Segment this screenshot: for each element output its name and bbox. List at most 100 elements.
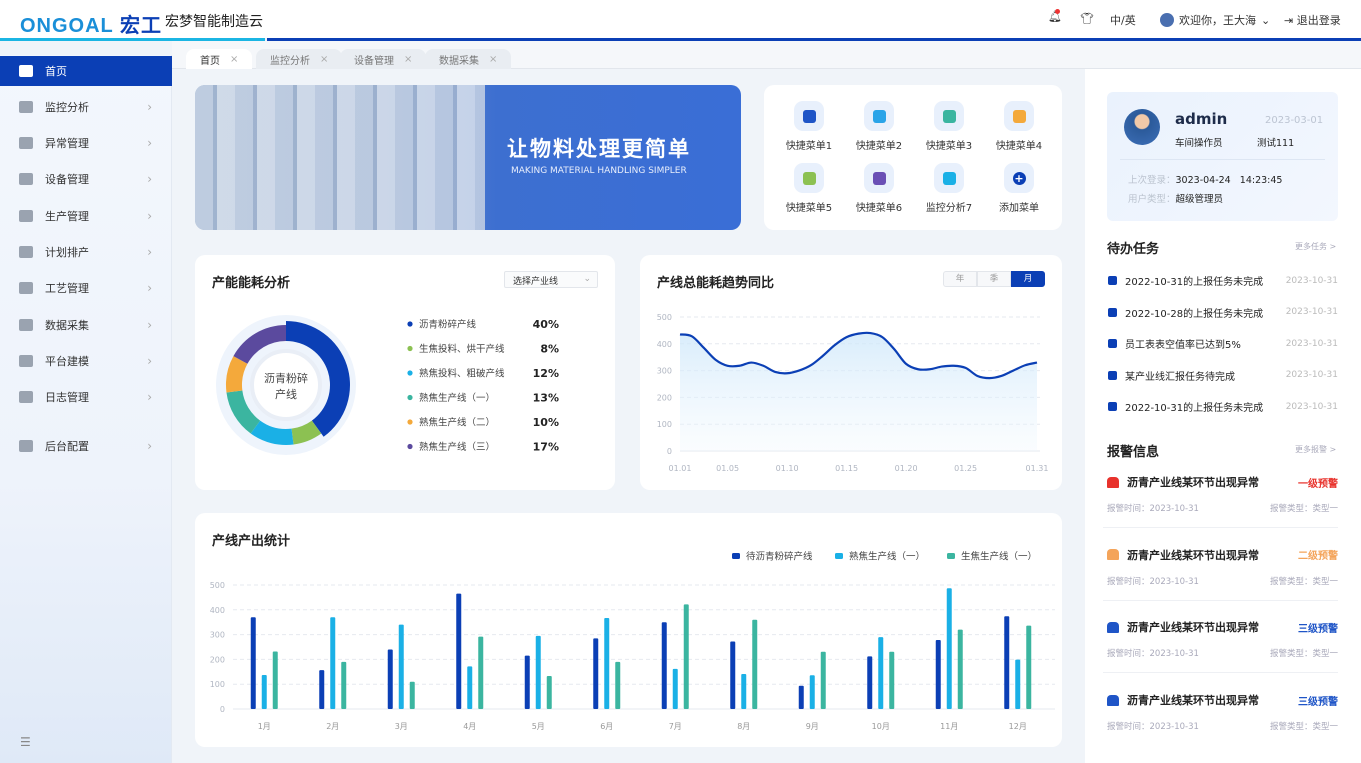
bar[interactable] <box>957 629 963 709</box>
quick-menu-item[interactable]: 快捷菜单5 <box>774 163 844 214</box>
alert-item[interactable]: 沥青产业线某环节出现异常 二级预警 报警时间：2023-10-31 报警类型：类型一 <box>1103 547 1338 601</box>
donut-slice[interactable] <box>291 420 322 445</box>
bar[interactable] <box>456 593 462 709</box>
notification-bell-icon[interactable]: 🔔︎ <box>1048 9 1062 23</box>
bar[interactable] <box>409 681 415 709</box>
quick-menu-item[interactable]: 快捷菜单2 <box>844 101 914 152</box>
bar[interactable] <box>820 651 826 709</box>
donut-slice[interactable] <box>286 321 350 437</box>
task-item[interactable]: 2022-10-28的上报任务未完成 2023-10-31 <box>1108 305 1338 320</box>
bar[interactable] <box>261 675 267 709</box>
sidebar-item-5[interactable]: 计划排产 › <box>0 237 172 267</box>
tab-bar: 首页 × 监控分析 × 设备管理 × 数据采集 × <box>172 41 1361 69</box>
user-type-value: 超级管理员 <box>1175 194 1224 205</box>
bar[interactable] <box>672 668 678 709</box>
bar[interactable] <box>478 636 484 709</box>
period-toggle: 年季月 <box>943 271 1045 287</box>
sidebar-item-2[interactable]: 异常管理 › <box>0 128 172 158</box>
quick-menu-item[interactable]: + 添加菜单 <box>984 163 1054 214</box>
bar[interactable] <box>809 675 815 709</box>
bar[interactable] <box>250 617 256 709</box>
alert-item[interactable]: 沥青产业线某环节出现异常 三级预警 报警时间：2023-10-31 报警类型：类型一 <box>1107 692 1338 732</box>
bar[interactable] <box>604 617 610 709</box>
bar[interactable] <box>398 624 404 709</box>
bar[interactable] <box>752 619 758 709</box>
bar[interactable] <box>319 670 325 709</box>
period-1[interactable]: 季 <box>977 271 1011 287</box>
theme-shirt-icon[interactable]: 👕︎ <box>1080 12 1094 25</box>
bar[interactable] <box>1026 625 1032 709</box>
sidebar-item-7[interactable]: 数据采集 › <box>0 310 172 340</box>
quick-menu-item[interactable]: 快捷菜单3 <box>914 101 984 152</box>
bar[interactable] <box>946 588 952 709</box>
close-icon[interactable]: × <box>404 53 413 65</box>
logout-button[interactable]: ⇥ 退出登录 <box>1284 12 1341 28</box>
production-line-select[interactable]: 选择产业线 ⌄ <box>504 271 598 288</box>
donut-slice[interactable] <box>226 390 261 434</box>
y-tick-label: 0 <box>667 447 672 456</box>
more-alerts-link[interactable]: 更多报警 > <box>1295 445 1337 454</box>
bar[interactable] <box>615 661 621 709</box>
bar[interactable] <box>341 661 347 709</box>
bar[interactable] <box>683 604 689 709</box>
sidebar-item-label: 设备管理 <box>45 173 89 186</box>
sidebar-item-10[interactable]: 后台配置 › <box>0 431 172 461</box>
tab-1[interactable]: 监控分析 × <box>256 49 343 69</box>
donut-slice[interactable] <box>226 356 248 393</box>
quick-menu-item[interactable]: 监控分析7 <box>914 163 984 214</box>
task-item[interactable]: 员工表表空值率已达到5% 2023-10-31 <box>1108 336 1338 351</box>
close-icon[interactable]: × <box>230 53 239 65</box>
bar[interactable] <box>330 617 336 709</box>
quick-menu-item[interactable]: 快捷菜单4 <box>984 101 1054 152</box>
bar[interactable] <box>524 655 530 709</box>
bar[interactable] <box>1015 659 1021 709</box>
bar[interactable] <box>867 656 873 709</box>
bar[interactable] <box>535 635 541 709</box>
sidebar-item-6[interactable]: 工艺管理 › <box>0 273 172 303</box>
user-menu[interactable]: 欢迎你，王大海 ⌄ <box>1160 12 1270 28</box>
bar[interactable] <box>935 640 941 709</box>
quick-menu-item[interactable]: 快捷菜单6 <box>844 163 914 214</box>
sidebar-item-4[interactable]: 生产管理 › <box>0 201 172 231</box>
bar[interactable] <box>730 641 736 709</box>
period-0[interactable]: 年 <box>943 271 977 287</box>
task-item[interactable]: 某产业线汇报任务待完成 2023-10-31 <box>1108 368 1338 383</box>
tab-3[interactable]: 数据采集 × <box>425 49 512 69</box>
output-title: 产线产出统计 <box>212 534 291 549</box>
bar[interactable] <box>798 685 804 709</box>
sidebar-item-8[interactable]: 平台建模 › <box>0 346 172 376</box>
bar[interactable] <box>593 638 599 709</box>
legend-value: 10% <box>533 416 559 429</box>
sidebar-item-0[interactable]: 首页 <box>0 56 172 86</box>
bar[interactable] <box>467 666 473 709</box>
period-2[interactable]: 月 <box>1011 271 1045 287</box>
sidebar-item-1[interactable]: 监控分析 › <box>0 92 172 122</box>
alert-item[interactable]: 沥青产业线某环节出现异常 一级预警 报警时间：2023-10-31 报警类型：类型一 <box>1103 474 1338 528</box>
quick-menu-icon <box>864 101 894 131</box>
task-item[interactable]: 2022-10-31的上报任务未完成 2023-10-31 <box>1108 399 1338 414</box>
tab-0[interactable]: 首页 × <box>186 49 253 69</box>
sidebar-item-9[interactable]: 日志管理 › <box>0 382 172 412</box>
quick-menu-item[interactable]: 快捷菜单1 <box>774 101 844 152</box>
bar[interactable] <box>741 674 747 709</box>
task-item[interactable]: 2022-10-31的上报任务未完成 2023-10-31 <box>1108 273 1338 288</box>
sidebar-item-3[interactable]: 设备管理 › <box>0 164 172 194</box>
close-icon[interactable]: × <box>489 53 498 65</box>
close-icon[interactable]: × <box>320 53 329 65</box>
tab-2[interactable]: 设备管理 × <box>340 49 427 69</box>
more-tasks-link[interactable]: 更多任务 > <box>1295 242 1337 251</box>
bar[interactable] <box>889 651 895 709</box>
trend-line[interactable] <box>679 331 1038 380</box>
donut-slice[interactable] <box>233 325 286 364</box>
language-toggle[interactable]: 中/英 <box>1110 14 1136 27</box>
collapse-menu-icon[interactable]: ☰ <box>20 735 31 749</box>
bar[interactable] <box>1004 616 1010 709</box>
bar[interactable] <box>272 651 278 709</box>
bar[interactable] <box>546 676 552 709</box>
donut-slice[interactable] <box>250 420 294 445</box>
sidebar-item-label: 生产管理 <box>45 210 89 223</box>
bar[interactable] <box>387 649 393 709</box>
alert-item[interactable]: 沥青产业线某环节出现异常 三级预警 报警时间：2023-10-31 报警类型：类型一 <box>1103 619 1338 674</box>
bar[interactable] <box>878 637 884 709</box>
bar[interactable] <box>661 622 667 709</box>
